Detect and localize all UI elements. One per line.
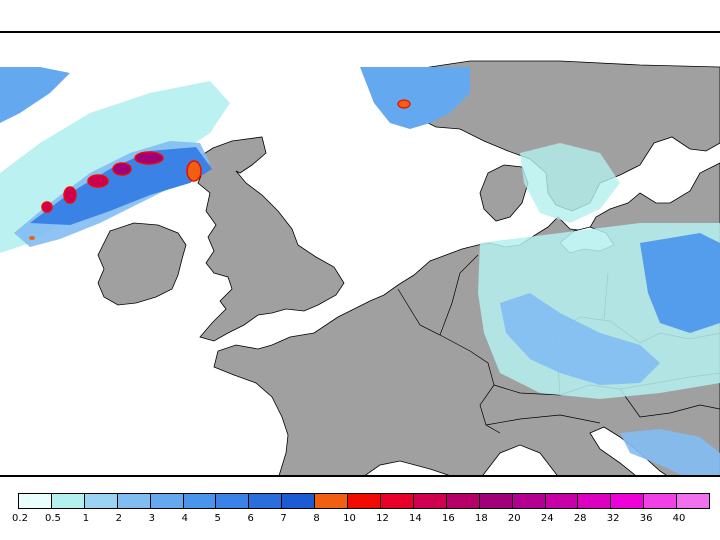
precip-central-mid [500, 293, 660, 385]
legend-swatch [282, 494, 316, 508]
precip-cell-1 [134, 151, 164, 165]
legend-label: 28 [573, 513, 587, 524]
legend-label: 0.5 [44, 513, 61, 524]
land-ireland [97, 222, 187, 306]
legend-swatch [348, 494, 381, 508]
legend-label: 1 [82, 513, 90, 524]
color-scale-legend: 0.2 0.5 1 2 3 4 5 6 7 8 10 12 14 16 18 20 24 28 32 36 40 [12, 493, 710, 533]
legend-label: 16 [442, 513, 455, 524]
precipitation-layer [0, 67, 720, 475]
precip-cell-5 [41, 201, 53, 213]
land-great-britain [195, 136, 345, 342]
legend-label: 10 [343, 513, 356, 524]
legend-swatch [380, 494, 414, 508]
precip-east-dark [640, 233, 720, 333]
legend-label: 32 [606, 513, 620, 524]
sea-ligurian [482, 444, 558, 475]
legend-labels: 0.2 0.5 1 2 3 4 5 6 7 8 10 12 14 16 18 20 24 28 32 36 40 [12, 513, 710, 529]
precipitation-map [0, 31, 720, 477]
legend-swatch [19, 494, 52, 508]
precip-corner-nw [0, 67, 70, 123]
legend-swatch [84, 494, 118, 508]
precip-cell-3 [87, 174, 109, 188]
legend-label: 14 [409, 513, 422, 524]
precip-cell-4 [63, 186, 77, 204]
legend-swatch [578, 494, 612, 508]
precip-nw-scand [520, 143, 620, 223]
legend-label: 0.2 [12, 513, 28, 524]
precip-norway [360, 67, 470, 129]
legend-swatch [216, 494, 250, 508]
legend-label: 12 [376, 513, 389, 524]
legend-label: 8 [313, 513, 320, 524]
precip-cell-7 [29, 236, 35, 240]
legend-swatch [611, 494, 645, 508]
legend-swatch [413, 494, 447, 508]
legend-swatch [545, 494, 579, 508]
legend-label: 6 [247, 513, 254, 524]
legend-bar [18, 493, 710, 509]
sea-gulf-of-lion [365, 460, 450, 475]
legend-swatch [644, 494, 678, 508]
precip-balkan [620, 429, 720, 475]
legend-swatch [479, 494, 513, 508]
land-denmark [479, 164, 529, 222]
legend-label: 40 [672, 513, 686, 524]
legend-label: 36 [639, 513, 653, 524]
legend-swatch [446, 494, 480, 508]
legend-label: 2 [115, 513, 123, 524]
legend-label: 18 [474, 513, 488, 524]
precip-cell-2 [112, 162, 132, 176]
precip-norway-cell [397, 99, 411, 109]
legend-label: 4 [181, 513, 188, 524]
legend-swatch [51, 494, 85, 508]
legend-swatch [249, 494, 283, 508]
sea-adriatic [589, 426, 667, 475]
legend-swatch [150, 494, 184, 508]
legend-swatch [315, 494, 349, 508]
legend-swatch [183, 494, 217, 508]
legend-swatch [512, 494, 546, 508]
legend-swatch [117, 494, 151, 508]
legend-label: 20 [507, 513, 521, 524]
legend-label: 5 [214, 513, 221, 524]
legend-label: 7 [280, 513, 287, 524]
map-canvas [0, 33, 720, 475]
legend-label: 3 [148, 513, 155, 524]
precip-west-band-dark [30, 147, 212, 225]
legend-swatch [677, 494, 710, 508]
legend-label: 24 [540, 513, 554, 524]
precip-cell-6 [186, 160, 202, 182]
